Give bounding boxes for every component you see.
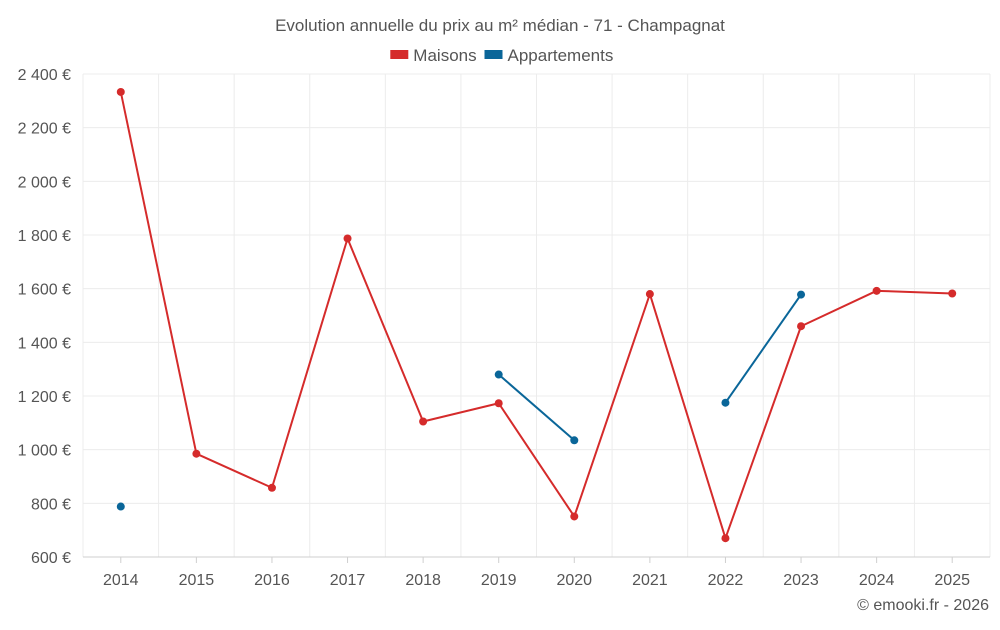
x-tick-label: 2022: [708, 572, 744, 589]
data-point-appartements[interactable]: [797, 290, 806, 299]
legend-item-maisons[interactable]: Maisons: [390, 46, 477, 65]
x-tick-label: 2021: [632, 572, 668, 589]
x-tick-label: 2017: [330, 572, 366, 589]
y-tick-label: 2 200 €: [18, 121, 71, 138]
legend-label: Appartements: [508, 46, 614, 65]
legend-swatch: [484, 50, 503, 59]
data-point-appartements[interactable]: [116, 502, 125, 511]
data-point-maisons[interactable]: [419, 417, 428, 426]
data-point-maisons[interactable]: [343, 234, 352, 243]
series-line-appartements: [724, 293, 802, 404]
y-tick-label: 1 000 €: [18, 443, 71, 460]
x-tick-label: 2024: [859, 572, 895, 589]
data-point-appartements[interactable]: [570, 436, 579, 445]
data-point-maisons[interactable]: [797, 322, 806, 331]
series-line-appartements: [498, 373, 575, 442]
data-point-maisons[interactable]: [116, 87, 125, 96]
data-point-maisons[interactable]: [192, 449, 201, 458]
series-appartements: [116, 290, 806, 511]
y-tick-label: 1 800 €: [18, 228, 71, 245]
y-tick-label: 600 €: [31, 550, 71, 567]
y-tick-label: 2 400 €: [18, 67, 71, 84]
y-tick-label: 800 €: [31, 496, 71, 513]
legend-swatch: [390, 50, 409, 59]
data-point-maisons[interactable]: [494, 399, 503, 408]
x-tick-label: 2014: [103, 572, 139, 589]
x-tick-label: 2023: [783, 572, 819, 589]
y-tick-label: 1 400 €: [18, 335, 71, 352]
x-tick-label: 2016: [254, 572, 290, 589]
data-point-maisons[interactable]: [872, 286, 881, 295]
axes: 600 € 800 € 1 000 € 1 200 € 1 400 € 1 600 € 1 …: [18, 67, 990, 589]
data-point-maisons[interactable]: [570, 512, 579, 521]
data-point-maisons[interactable]: [948, 289, 957, 298]
gridlines: [82, 73, 991, 557]
credit-text: © emooki.fr - 2026: [857, 597, 989, 614]
series-maisons: [116, 87, 957, 543]
series-layer: [116, 87, 957, 543]
x-tick-label: 2015: [179, 572, 215, 589]
y-tick-label: 1 200 €: [18, 389, 71, 406]
y-tick-label: 2 000 €: [18, 174, 71, 191]
data-point-appartements[interactable]: [721, 398, 730, 407]
series-line-maisons: [119, 91, 953, 540]
data-point-maisons[interactable]: [645, 290, 654, 299]
data-point-maisons[interactable]: [721, 534, 730, 543]
legend-label: Maisons: [413, 46, 476, 65]
chart-title: Evolution annuelle du prix au m² médian …: [275, 16, 725, 35]
x-tick-label: 2019: [481, 572, 517, 589]
x-tick-label: 2018: [405, 572, 441, 589]
x-tick-label: 2025: [934, 572, 970, 589]
data-point-maisons[interactable]: [267, 483, 276, 492]
legend: Maisons Appartements: [390, 46, 613, 65]
data-point-appartements[interactable]: [494, 370, 503, 379]
legend-item-appartements[interactable]: Appartements: [484, 46, 614, 65]
x-tick-label: 2020: [556, 572, 592, 589]
y-tick-label: 1 600 €: [18, 282, 71, 299]
